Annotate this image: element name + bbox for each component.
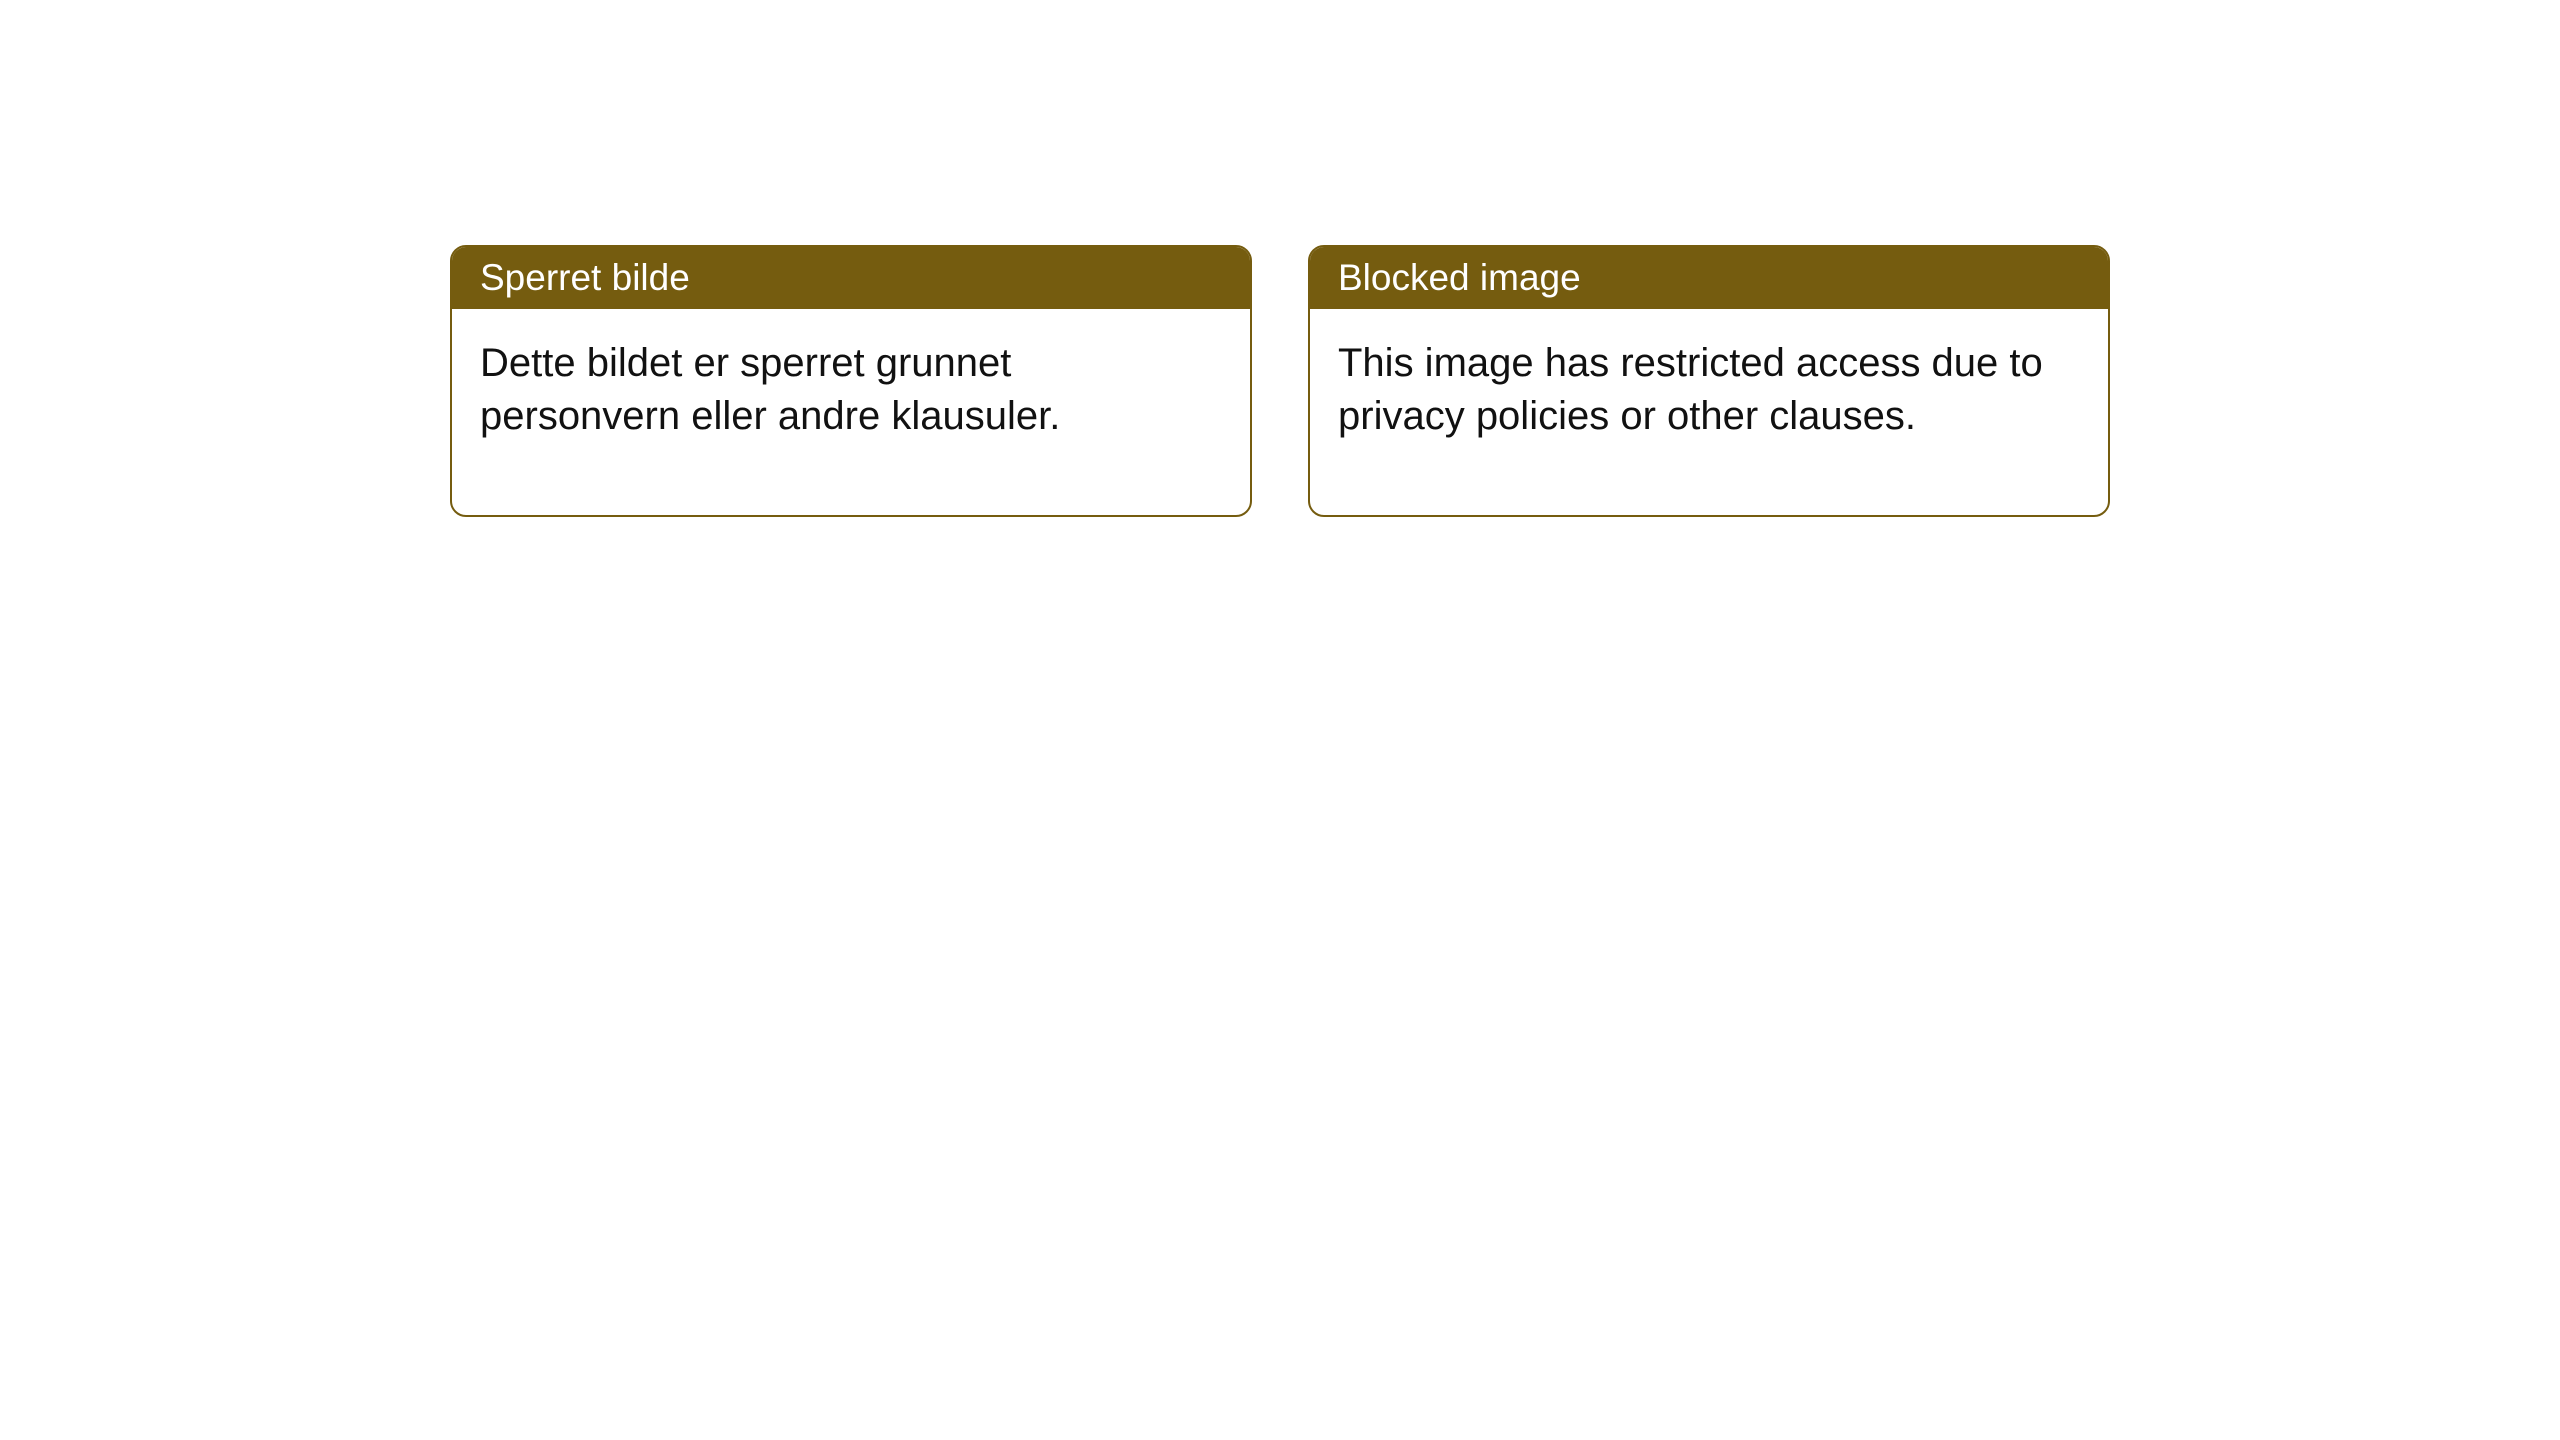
notice-header: Sperret bilde	[452, 247, 1250, 309]
notice-body-text: Dette bildet er sperret grunnet personve…	[480, 341, 1060, 438]
notice-card-english: Blocked image This image has restricted …	[1308, 245, 2110, 517]
notice-container: Sperret bilde Dette bildet er sperret gr…	[450, 245, 2110, 517]
notice-header: Blocked image	[1310, 247, 2108, 309]
notice-body: Dette bildet er sperret grunnet personve…	[452, 309, 1250, 515]
notice-body-text: This image has restricted access due to …	[1338, 341, 2043, 438]
notice-body: This image has restricted access due to …	[1310, 309, 2108, 515]
notice-card-norwegian: Sperret bilde Dette bildet er sperret gr…	[450, 245, 1252, 517]
notice-title: Blocked image	[1338, 257, 1581, 298]
notice-title: Sperret bilde	[480, 257, 690, 298]
